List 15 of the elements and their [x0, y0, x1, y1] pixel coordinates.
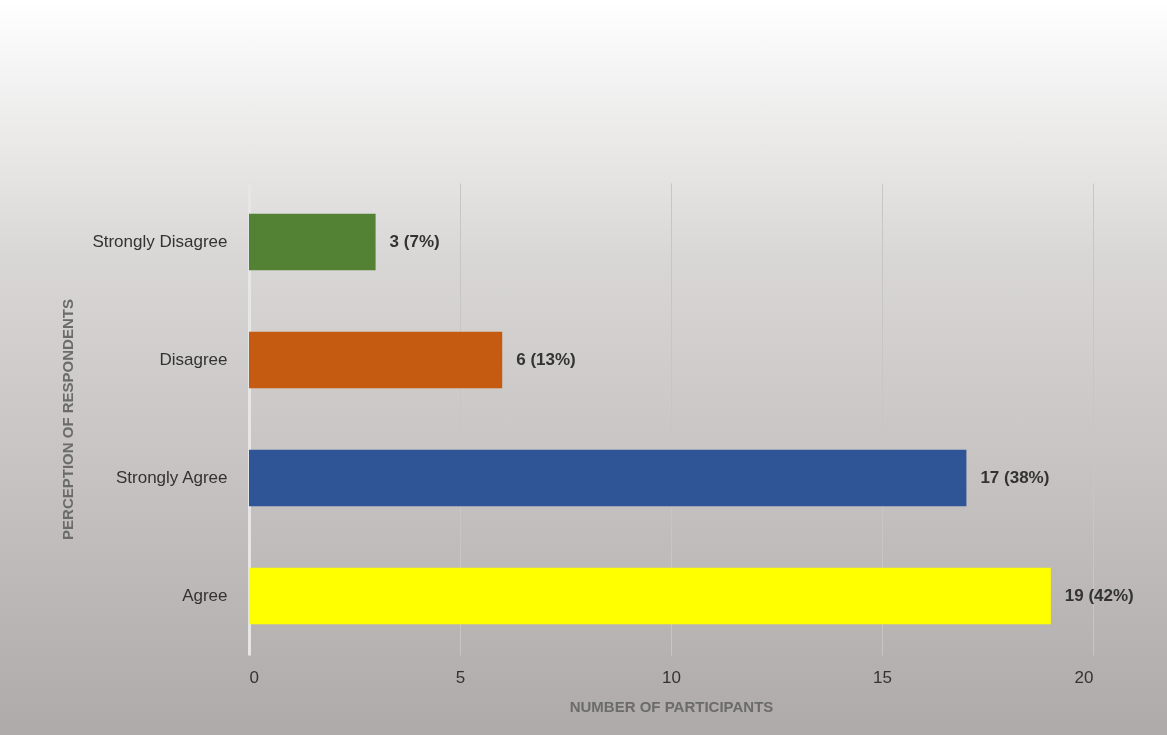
- x-tick-label: 0: [249, 667, 259, 687]
- data-label: 19 (42%): [1064, 586, 1134, 605]
- x-tick-label: 10: [662, 667, 681, 687]
- y-axis-title: PERCEPTION OF RESPONDENTS: [59, 299, 77, 540]
- x-axis-title: NUMBER OF PARTICIPANTS: [569, 697, 774, 715]
- y-tick-label: Strongly Disagree: [92, 232, 228, 251]
- data-label: 6 (13%): [516, 350, 576, 369]
- data-label: 3 (7%): [389, 232, 440, 251]
- y-tick-label: Agree: [182, 586, 228, 605]
- y-tick-label: Disagree: [159, 350, 228, 369]
- x-tick-label: 20: [1074, 667, 1094, 687]
- y-tick-label: Strongly Agree: [115, 468, 228, 487]
- x-tick-label: 15: [873, 667, 892, 687]
- x-tick-label: 5: [455, 667, 466, 687]
- data-label: 17 (38%): [980, 468, 1050, 487]
